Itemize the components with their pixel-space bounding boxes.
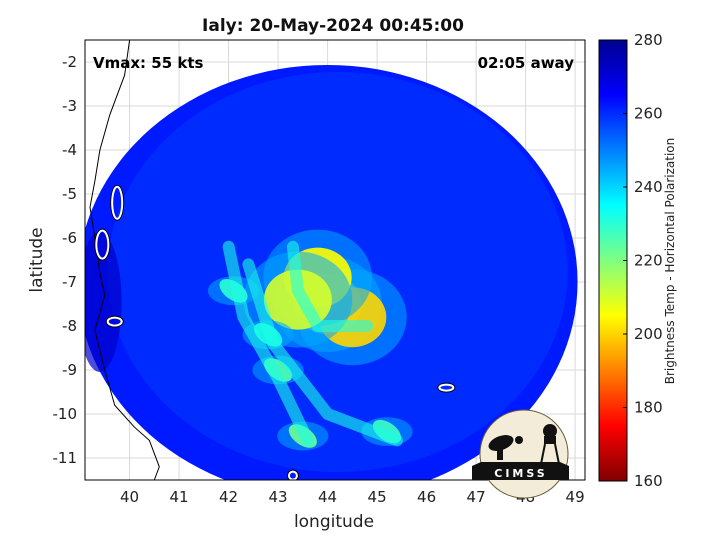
x-tick-labels: 40414243444546474849 (120, 488, 585, 506)
x-tick-label: 41 (170, 488, 189, 506)
x-tick-label: 44 (318, 488, 337, 506)
y-tick-label: -3 (62, 97, 77, 115)
x-tick-label: 49 (566, 488, 585, 506)
y-tick-labels: -2 -3 -4 -5 -6 -7 -8 -9 -10 -11 (53, 53, 78, 467)
island-outline (437, 382, 456, 393)
y-tick-label: -8 (62, 317, 77, 335)
y-tick-label: -4 (62, 141, 77, 159)
colorbar-tick: 280 (634, 31, 663, 49)
y-tick-label: -11 (53, 449, 78, 467)
rain-band (242, 258, 403, 447)
island-highlight (95, 229, 110, 260)
colorbar-tick: 220 (634, 252, 663, 270)
colorbar-tick: 180 (634, 399, 663, 417)
colorbar-tick: 240 (634, 178, 663, 196)
island-outline (105, 315, 124, 328)
y-tick-label: -7 (62, 273, 77, 291)
colorbar-label: Brightness Temp - Horizontal Polarizatio… (663, 138, 677, 385)
y-tick-label: -9 (62, 361, 77, 379)
colorbar (598, 39, 628, 482)
colorbar-tick: 200 (634, 325, 663, 343)
convection-features (207, 229, 413, 451)
x-tick-label: 46 (417, 488, 436, 506)
rain-band (222, 240, 314, 447)
island-outline (110, 184, 125, 221)
y-tick-label: -6 (62, 229, 77, 247)
y-tick-label: -10 (53, 405, 78, 423)
island-outline (286, 469, 299, 480)
island-highlight (111, 185, 124, 220)
colorbar-tick-labels: 280 260 240 220 200 180 160 (623, 31, 663, 490)
x-tick-label: 42 (219, 488, 238, 506)
time-away-label: 02:05 away (478, 54, 575, 72)
x-tick-label: 40 (120, 488, 139, 506)
x-tick-label: 43 (269, 488, 288, 506)
plot-frame (84, 39, 586, 481)
coastline (89, 40, 456, 480)
y-axis-label: latitude (27, 227, 47, 292)
figure-title: Ialy: 20-May-2024 00:45:00 (202, 16, 464, 36)
rain-band (286, 240, 374, 332)
cimss-logo: CIMSS (472, 409, 569, 499)
vmax-label: Vmax: 55 kts (93, 54, 203, 72)
y-tick-label: -5 (62, 185, 77, 203)
mainland-coastline (89, 40, 160, 480)
island-outline (94, 228, 111, 261)
y-tick-label: -2 (62, 53, 77, 71)
x-axis-label: longitude (294, 512, 374, 532)
x-tick-label: 45 (368, 488, 387, 506)
island-highlight (438, 383, 455, 392)
island-highlight (106, 316, 123, 327)
colorbar-tick: 260 (634, 105, 663, 123)
cimss-logo-text: CIMSS (494, 467, 547, 480)
colorbar-tick: 160 (634, 472, 663, 490)
x-tick-label: 47 (467, 488, 486, 506)
